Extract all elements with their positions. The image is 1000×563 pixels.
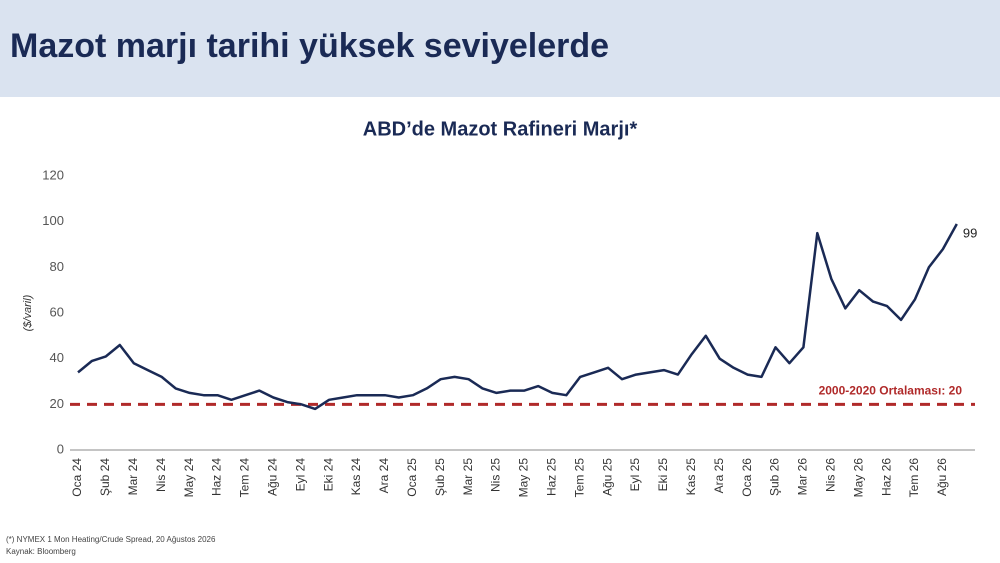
x-tick-label: Tem 26 — [907, 458, 921, 498]
value-label: 99 — [963, 225, 977, 240]
x-tick-label: Kas 25 — [684, 458, 698, 496]
x-tick-label: Nis 25 — [489, 458, 503, 492]
x-tick-label: Ağu 25 — [600, 458, 614, 496]
x-tick-label: Şub 24 — [98, 458, 112, 496]
series-line — [77, 223, 958, 411]
x-tick-label: May 25 — [517, 458, 531, 498]
page-title: Mazot marjı tarihi yüksek seviyelerde — [10, 27, 609, 65]
x-tick-label: Eki 24 — [321, 458, 335, 492]
y-tick-label: 40 — [50, 350, 64, 365]
x-tick-label: Eyl 25 — [628, 458, 642, 492]
x-tick-label: Nis 24 — [154, 458, 168, 492]
x-tick-label: Mar 25 — [461, 458, 475, 496]
x-tick-label: Oca 25 — [405, 458, 419, 497]
x-tick-label: Nis 26 — [823, 458, 837, 492]
y-tick-label: 0 — [57, 441, 64, 456]
x-tick-label: Şub 25 — [433, 458, 447, 496]
x-tick-label: Ağu 24 — [265, 458, 279, 496]
x-tick-label: Mar 24 — [126, 458, 140, 496]
x-tick-label: May 24 — [182, 458, 196, 498]
x-tick-label: Şub 26 — [768, 458, 782, 496]
footnote: (*) NYMEX 1 Mon Heating/Crude Spread, 20… — [6, 535, 216, 544]
y-tick-label: 100 — [42, 213, 64, 228]
x-tick-label: Ara 25 — [712, 458, 726, 494]
x-tick-label: Oca 24 — [70, 458, 84, 497]
x-tick-label: Eyl 24 — [293, 458, 307, 492]
x-tick-label: Haz 25 — [544, 458, 558, 496]
x-tick-label: Oca 26 — [740, 458, 754, 497]
header-band — [0, 0, 1000, 97]
x-tick-label: Tem 24 — [238, 458, 252, 498]
x-tick-label: Haz 26 — [879, 458, 893, 496]
y-tick-label: 120 — [42, 167, 64, 182]
x-tick-label: Mar 26 — [796, 458, 810, 496]
x-tick-label: Kas 24 — [349, 458, 363, 496]
chart-title: ABD’de Mazot Rafineri Marjı* — [363, 118, 638, 140]
x-tick-label: May 26 — [851, 458, 865, 498]
x-tick-label: Ara 24 — [377, 458, 391, 494]
x-tick-label: Tem 25 — [572, 458, 586, 498]
x-tick-label: Ağu 26 — [935, 458, 949, 496]
x-tick-label: Haz 24 — [210, 458, 224, 496]
y-tick-label: 60 — [50, 304, 64, 319]
y-axis-label: ($/varil) — [22, 294, 34, 331]
x-tick-label: Eki 25 — [656, 458, 670, 492]
y-tick-label: 20 — [50, 396, 64, 411]
reference-label: 2000-2020 Ortalaması: 20 — [819, 384, 963, 398]
y-tick-label: 80 — [50, 259, 64, 274]
footnote: Kaynak: Bloomberg — [6, 547, 76, 556]
